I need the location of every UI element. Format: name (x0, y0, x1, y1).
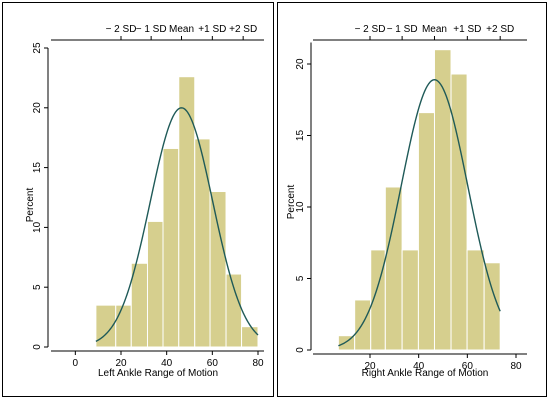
left-x-tick-label-20: 20 (115, 358, 127, 369)
left-y-tick-label-10: 10 (32, 221, 43, 233)
right-top-sd-label-1: − 2 SD (355, 24, 386, 35)
left-x-tick-label-80: 80 (252, 358, 264, 369)
left-histogram-bar-2 (115, 304, 132, 348)
right-histogram-bar-7 (433, 49, 452, 351)
right-y-tick-label-15: 15 (295, 130, 306, 142)
left-histogram-bar-9 (225, 273, 243, 348)
right-y-tick-label-5: 5 (295, 275, 306, 281)
right-histogram-bar-8 (450, 73, 468, 351)
left-top-sd-label-1: − 2 SD (106, 24, 137, 35)
right-y-tick-label-10: 10 (295, 201, 306, 213)
left-histogram-bar-7 (194, 138, 211, 348)
left-y-axis-title: Percent (25, 188, 36, 223)
right-top-sd-label-2: − 1 SD (387, 24, 418, 35)
right-histogram-bar-10 (483, 262, 501, 351)
right-x-tick-label-60: 60 (462, 361, 474, 372)
left-histogram-bar-10 (241, 326, 259, 348)
left-histogram-bar-8 (209, 191, 227, 348)
left-x-tick-label-40: 40 (161, 358, 173, 369)
right-top-sd-label-5: +2 SD (486, 24, 514, 35)
left-y-tick-label-25: 25 (32, 42, 43, 54)
left-y-tick-label-0: 0 (32, 344, 43, 350)
right-x-axis-title: Right Ankle Range of Motion (362, 368, 489, 379)
left-plot-area: 0 5 10 15 20 25 0 20 40 60 80 − 2 SD − 1 SD Mean +1 SD… (32, 24, 264, 369)
right-histogram-bar-9 (466, 249, 485, 351)
right-histogram-bar-5 (401, 249, 419, 351)
left-y-tick-label-15: 15 (32, 162, 43, 174)
left-ankle-panel: Percent Left Ankle Range of Motion 0 5 10 1… (2, 2, 274, 397)
left-histogram-bar-4 (146, 220, 164, 348)
left-y-tick-label-5: 5 (32, 284, 43, 290)
right-histogram-bar-6 (417, 112, 435, 351)
right-ankle-panel: Percent Right Ankle Range of Motion 0 5 10… (277, 2, 547, 397)
left-histogram-bar-5 (162, 147, 180, 348)
right-x-tick-label-40: 40 (413, 361, 425, 372)
left-top-sd-label-4: +1 SD (198, 24, 226, 35)
right-x-tick-label-80: 80 (510, 361, 522, 372)
right-y-axis-title: Percent (286, 185, 297, 220)
left-histogram-bar-6 (178, 76, 196, 348)
left-top-sd-label-3: Mean (169, 24, 194, 35)
left-top-sd-label-5: +2 SD (229, 24, 257, 35)
left-normal-density-curve (95, 107, 259, 342)
left-x-axis-title: Left Ankle Range of Motion (98, 368, 218, 379)
right-top-sd-label-4: +1 SD (453, 24, 481, 35)
left-x-tick-label-0: 0 (73, 358, 79, 369)
left-top-sd-label-2: − 1 SD (136, 24, 167, 35)
right-histogram-bar-2 (354, 299, 372, 351)
right-y-tick-label-0: 0 (295, 347, 306, 353)
left-y-tick-label-20: 20 (32, 102, 43, 114)
right-plot-area: 0 5 10 15 20 20 40 60 80 − 2 SD − 1 SD Mean +1 SD +2 … (295, 24, 527, 372)
left-histogram-bar-3 (130, 262, 148, 348)
right-normal-density-curve (338, 79, 501, 347)
left-x-tick-label-60: 60 (207, 358, 219, 369)
right-x-tick-label-20: 20 (364, 361, 376, 372)
right-panel-border (277, 2, 547, 397)
left-panel-border (2, 2, 274, 397)
right-histogram-bar-4 (384, 186, 403, 351)
right-y-tick-label-20: 20 (295, 58, 306, 70)
right-top-sd-label-3: Mean (422, 24, 447, 35)
